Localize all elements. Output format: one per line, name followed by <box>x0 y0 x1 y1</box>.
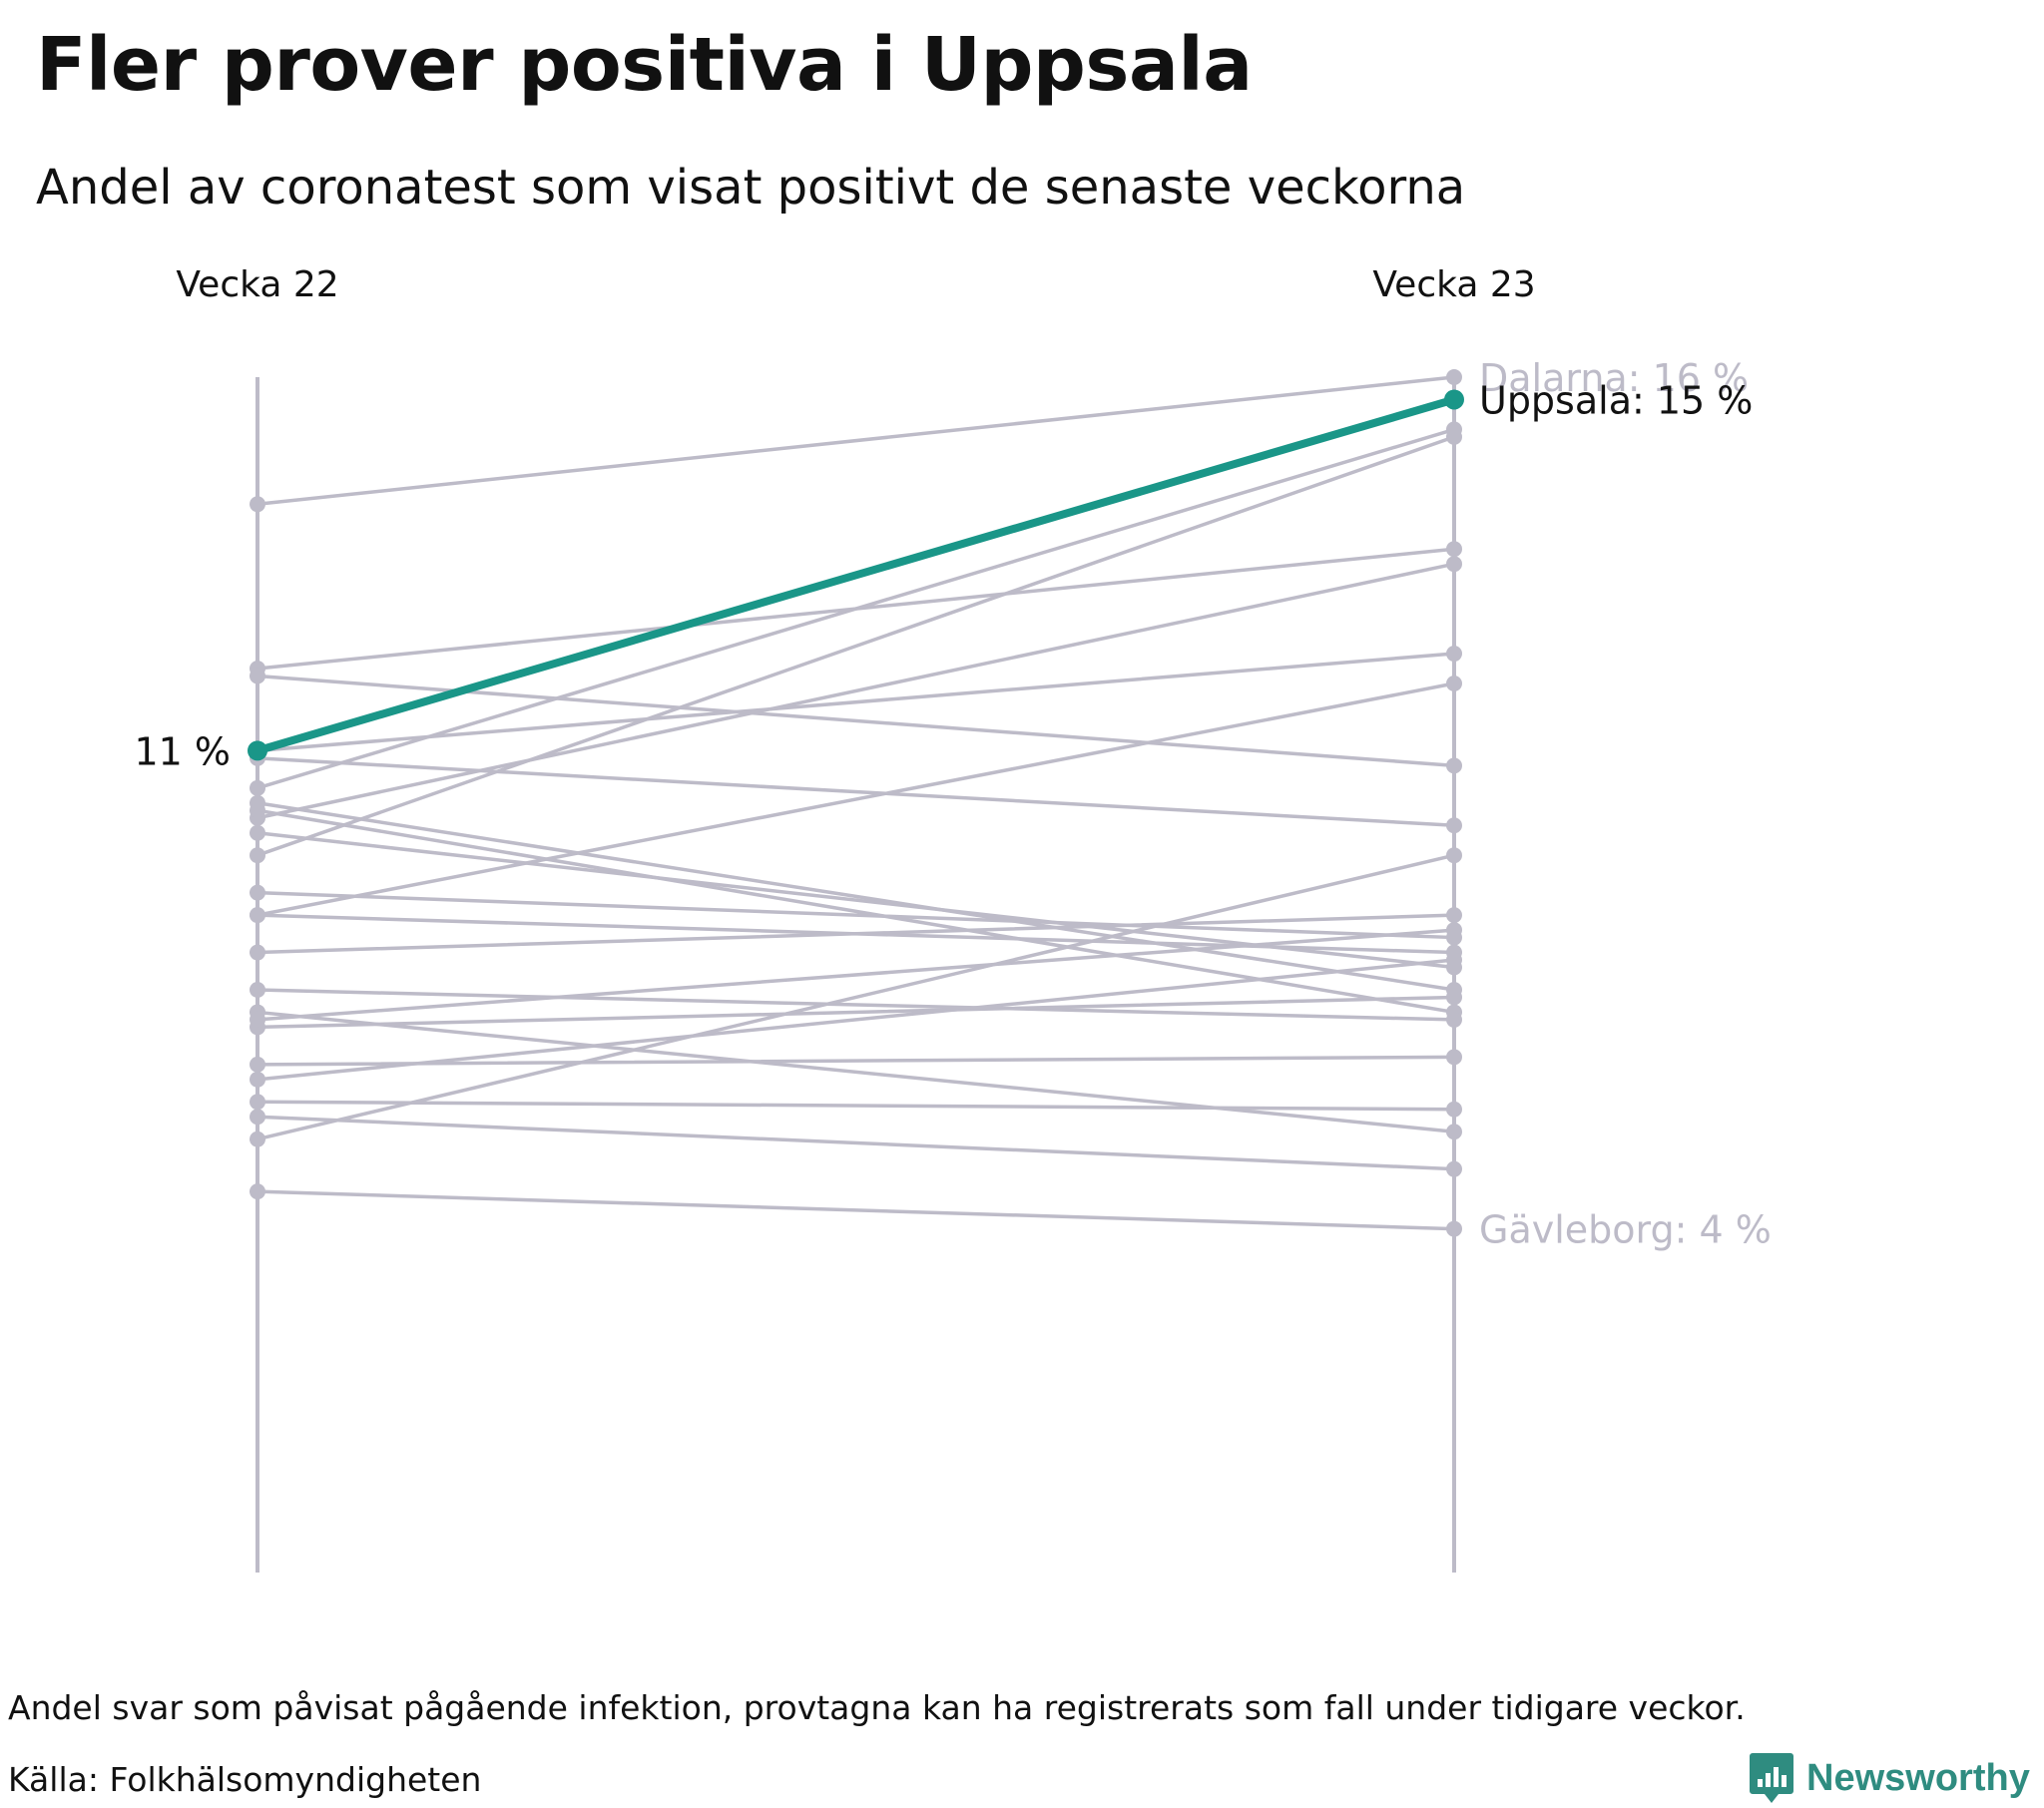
data-point-week22[interactable] <box>250 944 265 961</box>
data-point-week22[interactable] <box>250 884 265 901</box>
data-point-week23[interactable] <box>1446 541 1462 558</box>
series-line[interactable] <box>256 853 1456 1141</box>
chart-title: Fler prover positiva i Uppsala <box>36 22 1253 108</box>
series-line[interactable] <box>256 995 1456 1030</box>
data-point-week23[interactable] <box>1446 1011 1462 1028</box>
series-line[interactable] <box>256 1010 1456 1133</box>
series-line[interactable] <box>256 988 1456 1022</box>
series-line[interactable] <box>256 928 1456 1022</box>
data-point-highlight-week23[interactable] <box>1444 389 1464 410</box>
series-line[interactable] <box>256 890 1456 940</box>
data-point-week23[interactable] <box>1446 1220 1462 1237</box>
data-point-week23[interactable] <box>1446 1101 1462 1118</box>
series-line[interactable] <box>256 435 1456 857</box>
data-point-week22[interactable] <box>250 981 265 998</box>
slope-chart: Vecka 22 Vecka 23 Dalarna: 16 %Uppsala: 1… <box>134 264 1772 1573</box>
series-line[interactable] <box>256 1189 1456 1231</box>
axes-group: Vecka 22 Vecka 23 <box>176 264 1536 1573</box>
bar-chart-icon <box>1750 1753 1793 1803</box>
end-label-dalarna: Dalarna: 16 % <box>1479 356 1749 400</box>
series-line[interactable] <box>256 808 1456 1015</box>
data-point-week22[interactable] <box>250 1071 265 1088</box>
source-note: Källa: Folkhälsomyndigheten <box>8 1760 482 1799</box>
series-line[interactable] <box>256 1115 1456 1171</box>
footnote: Andel svar som påvisat pågående infektio… <box>8 1688 1746 1727</box>
series-line[interactable] <box>256 652 1456 753</box>
data-point-week23[interactable] <box>1446 817 1462 834</box>
data-point-week23[interactable] <box>1446 922 1462 939</box>
data-point-week22[interactable] <box>250 1056 265 1073</box>
data-point-week23[interactable] <box>1446 646 1462 663</box>
data-point-week23[interactable] <box>1446 952 1462 969</box>
series-line-highlight[interactable] <box>254 395 1458 755</box>
data-point-week23[interactable] <box>1446 907 1462 924</box>
axis-label-1: Vecka 22 <box>176 264 338 305</box>
data-point-week23[interactable] <box>1446 1049 1462 1066</box>
data-point-week22[interactable] <box>250 824 265 841</box>
series-line[interactable] <box>256 756 1456 827</box>
series-line[interactable] <box>256 913 1456 955</box>
start-label-highlight: 11 % <box>134 729 231 773</box>
data-point-week22[interactable] <box>250 907 265 924</box>
series-points <box>248 369 1464 1237</box>
chart-subtitle: Andel av coronatest som visat positivt d… <box>36 160 1466 216</box>
data-point-week23[interactable] <box>1446 556 1462 573</box>
axis-label-2: Vecka 23 <box>1372 264 1535 305</box>
series-lines <box>254 375 1458 1231</box>
data-point-week23[interactable] <box>1446 847 1462 864</box>
series-line[interactable] <box>256 801 1456 992</box>
data-point-week22[interactable] <box>250 1130 265 1147</box>
data-point-week23[interactable] <box>1446 675 1462 691</box>
series-labels: Dalarna: 16 %Uppsala: 15 % Gävleborg: 4 %… <box>134 356 1771 1252</box>
end-label-gävleborg: Gävleborg: 4 % <box>1479 1208 1772 1252</box>
data-point-week22[interactable] <box>250 1011 265 1028</box>
series-line[interactable] <box>256 1100 1456 1112</box>
end-label-uppsala: Uppsala: 15 % <box>1479 378 1753 422</box>
brand-logo[interactable]: Newsworthy <box>1749 1748 2030 1808</box>
series-line[interactable] <box>256 958 1456 1082</box>
series-line[interactable] <box>256 547 1456 671</box>
data-point-week22[interactable] <box>250 1183 265 1200</box>
data-point-week23[interactable] <box>1446 1160 1462 1177</box>
series-line[interactable] <box>256 1055 1456 1067</box>
data-point-week23[interactable] <box>1446 757 1462 774</box>
data-point-week23[interactable] <box>1446 1124 1462 1140</box>
data-point-week22[interactable] <box>250 802 265 819</box>
series-line[interactable] <box>256 681 1456 917</box>
data-point-week22[interactable] <box>250 847 265 864</box>
data-point-week22[interactable] <box>250 1109 265 1126</box>
data-point-week22[interactable] <box>250 779 265 796</box>
data-point-week23[interactable] <box>1446 428 1462 445</box>
data-point-week23[interactable] <box>1446 989 1462 1006</box>
brand-name: Newsworthy <box>1806 1756 2030 1799</box>
data-point-week22[interactable] <box>250 668 265 684</box>
series-line[interactable] <box>256 375 1456 507</box>
data-point-highlight-week22[interactable] <box>248 740 267 761</box>
data-point-week23[interactable] <box>1446 369 1462 385</box>
data-point-week22[interactable] <box>250 1094 265 1111</box>
data-point-week22[interactable] <box>250 496 265 513</box>
series-line[interactable] <box>256 562 1456 820</box>
